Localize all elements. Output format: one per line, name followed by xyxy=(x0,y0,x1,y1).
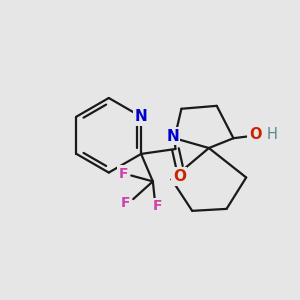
Text: F: F xyxy=(153,199,163,213)
Text: H: H xyxy=(266,127,277,142)
Text: N: N xyxy=(135,109,148,124)
Text: N: N xyxy=(166,129,179,144)
Text: O: O xyxy=(173,169,186,184)
Text: F: F xyxy=(119,167,128,181)
Text: O: O xyxy=(249,127,261,142)
Text: F: F xyxy=(121,196,130,210)
